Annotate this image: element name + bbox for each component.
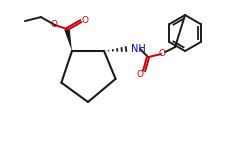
Text: O: O bbox=[136, 70, 143, 79]
Text: O: O bbox=[50, 20, 58, 28]
Text: O: O bbox=[82, 16, 88, 25]
Text: O: O bbox=[158, 49, 166, 58]
Text: NH: NH bbox=[131, 44, 146, 54]
Polygon shape bbox=[64, 28, 72, 51]
